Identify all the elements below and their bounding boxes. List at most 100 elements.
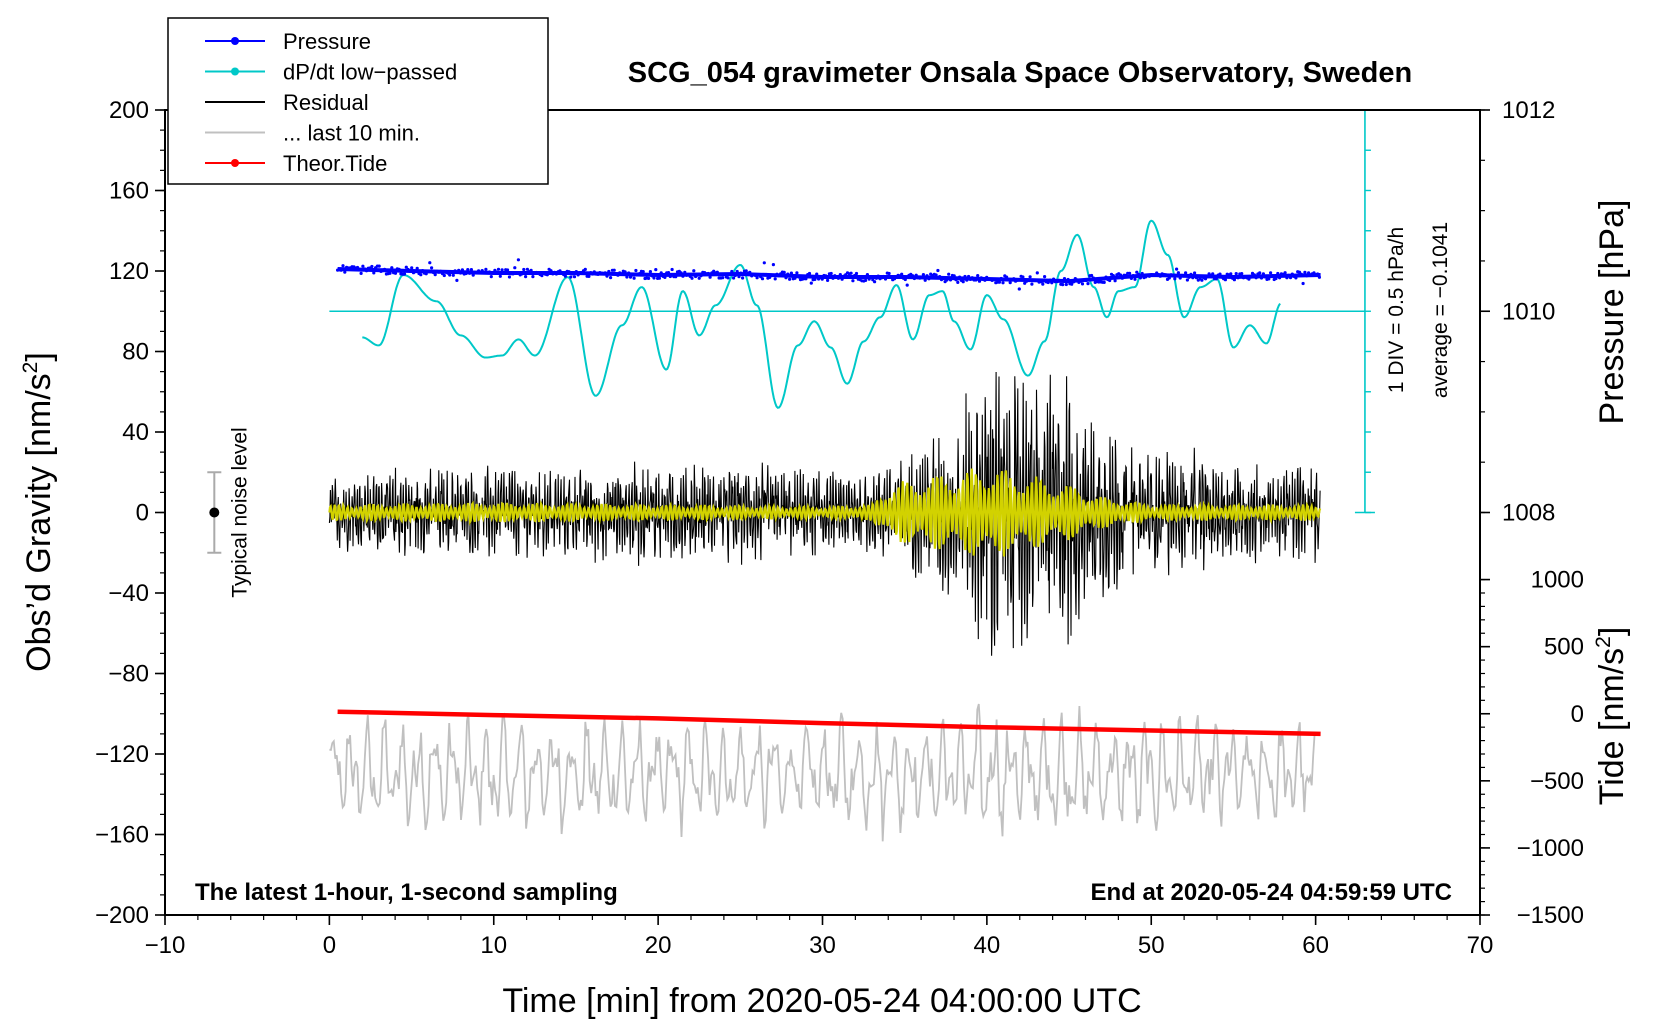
series-pressure: [336, 258, 1321, 291]
pressure-point: [1015, 278, 1020, 282]
pressure-point: [408, 269, 412, 273]
pressure-point: [690, 276, 694, 280]
legend-label: Theor.Tide: [283, 151, 387, 176]
pressure-point: [1299, 272, 1303, 276]
pressure-point: [1006, 278, 1011, 282]
pressure-point: [921, 273, 926, 277]
pressure-point: [605, 274, 609, 278]
pressure-tick-label: 1012: [1502, 97, 1555, 124]
pressure-point: [1057, 278, 1061, 282]
pressure-point: [1052, 277, 1056, 281]
x-tick-label: 0: [323, 932, 336, 959]
pressure-point: [1240, 272, 1244, 276]
pressure-point: [1084, 278, 1088, 283]
pressure-point: [625, 275, 629, 279]
pressure-point: [788, 277, 792, 281]
pressure-point: [997, 280, 1002, 284]
pressure-point: [826, 278, 830, 282]
pressure-point: [607, 269, 611, 274]
pressure-point: [455, 278, 459, 282]
pressure-point: [531, 275, 535, 279]
pressure-point: [1048, 278, 1052, 282]
pressure-point: [1064, 282, 1068, 287]
pressure-point: [1167, 276, 1171, 280]
pressure-point: [912, 276, 917, 281]
y-axis-ticks: 200 160 120 80 40 0 −40 −80 −120 −160 −200: [95, 97, 165, 929]
pressure-point: [364, 269, 369, 273]
pressure-point: [732, 276, 736, 280]
pressure-point: [1173, 277, 1177, 281]
pressure-point: [1187, 275, 1191, 279]
pressure-point: [1249, 275, 1253, 279]
pressure-point: [1200, 278, 1204, 282]
pressure-point: [1133, 277, 1137, 281]
pressure-point: [920, 275, 924, 279]
x-axis-ticks: −10 0 10 20 30 40 50 60 70: [145, 915, 1493, 959]
pressure-point: [421, 269, 425, 273]
pressure-point: [388, 271, 392, 275]
pressure-point: [697, 276, 701, 280]
pressure-point: [1030, 282, 1034, 286]
pressure-point: [992, 278, 996, 282]
subtitle-left: The latest 1-hour, 1-second sampling: [195, 879, 618, 906]
y-tick-label: −120: [95, 741, 149, 768]
pressure-point: [482, 270, 486, 274]
pressure-point: [699, 274, 703, 278]
series-last-10-min: [329, 703, 1316, 842]
pressure-point: [1090, 273, 1094, 278]
pressure-point: [666, 271, 671, 275]
pressure-point: [679, 271, 683, 275]
pressure-point: [838, 273, 842, 277]
pressure-point: [889, 275, 893, 279]
pressure-point: [576, 273, 580, 277]
pressure-point: [970, 276, 974, 280]
pressure-point: [451, 273, 455, 277]
pressure-point: [1102, 280, 1106, 284]
pressure-point: [1008, 281, 1012, 285]
pressure-point: [506, 268, 510, 272]
x-tick-label: 50: [1138, 932, 1165, 959]
pressure-point: [1086, 282, 1090, 286]
pressure-point: [424, 272, 428, 276]
pressure-point: [1070, 282, 1074, 286]
pressure-point: [967, 274, 971, 279]
pressure-point: [341, 264, 345, 268]
pressure-point: [1171, 273, 1175, 277]
y-axis-label: Obs’d Gravity [nm/s2]: [19, 352, 58, 672]
tide-tick-label: −500: [1530, 768, 1584, 795]
pressure-point: [1232, 278, 1236, 282]
dpdt-div-label: 1 DIV = 0.5 hPa/h: [1385, 227, 1408, 393]
pressure-point: [867, 277, 871, 281]
legend: Pressure dP/dt low−passed Residual ... last…: [167, 17, 549, 185]
pressure-point: [430, 266, 434, 270]
pressure-point: [728, 272, 732, 276]
pressure-point: [883, 277, 888, 281]
pressure-point: [1261, 272, 1265, 276]
pressure-point: [977, 279, 982, 283]
tide-axis-label: Tide [nm/s2]: [1592, 627, 1631, 806]
pressure-point: [632, 276, 636, 280]
tide-tick-label: 0: [1571, 701, 1584, 728]
pressure-point: [1317, 275, 1321, 279]
series-theor-tide: [337, 709, 1321, 737]
pressure-point: [1066, 277, 1070, 282]
legend-marker: [231, 67, 239, 76]
pressure-point: [650, 274, 654, 278]
legend-marker: [231, 159, 239, 167]
y-tick-label: 0: [136, 500, 149, 527]
pressure-point: [1175, 267, 1179, 271]
pressure-point: [583, 267, 587, 271]
pressure-point: [804, 277, 808, 281]
tide-tick-label: 1000: [1531, 567, 1584, 594]
pressure-point: [1158, 274, 1162, 278]
pressure-point: [540, 274, 544, 278]
x-tick-label: 30: [809, 932, 836, 959]
pressure-point: [744, 269, 748, 273]
pressure-point: [1135, 270, 1139, 274]
pressure-point: [1205, 275, 1209, 279]
pressure-point: [1012, 277, 1016, 281]
series-residual-filtered: [328, 468, 1322, 557]
pressure-point: [638, 272, 642, 276]
pressure-point: [1118, 273, 1123, 277]
y-tick-label: 200: [109, 97, 149, 124]
